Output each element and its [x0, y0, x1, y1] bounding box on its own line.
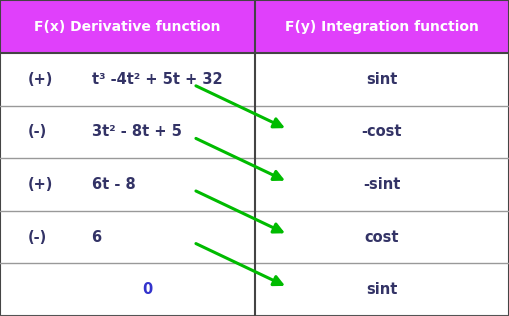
Text: 6: 6 — [92, 230, 102, 245]
Text: cost: cost — [364, 230, 399, 245]
Text: F(y) Integration function: F(y) Integration function — [285, 20, 478, 33]
Text: sint: sint — [366, 72, 398, 87]
Text: -sint: -sint — [363, 177, 401, 192]
Text: (+): (+) — [28, 72, 53, 87]
Text: F(x) Derivative function: F(x) Derivative function — [34, 20, 220, 33]
Bar — [0, 0, 254, 53]
Bar — [0, 53, 509, 106]
Text: (+): (+) — [28, 177, 53, 192]
Bar — [0, 158, 509, 211]
Bar — [0, 264, 509, 316]
Text: -cost: -cost — [361, 125, 402, 139]
Text: (-): (-) — [28, 125, 47, 139]
Bar — [254, 0, 509, 53]
Text: (-): (-) — [28, 230, 47, 245]
Bar — [0, 106, 509, 158]
Text: 6t - 8: 6t - 8 — [92, 177, 135, 192]
Bar — [0, 211, 509, 264]
Text: 0: 0 — [143, 282, 153, 297]
Text: sint: sint — [366, 282, 398, 297]
Text: t³ -4t² + 5t + 32: t³ -4t² + 5t + 32 — [92, 72, 222, 87]
Text: 3t² - 8t + 5: 3t² - 8t + 5 — [92, 125, 182, 139]
